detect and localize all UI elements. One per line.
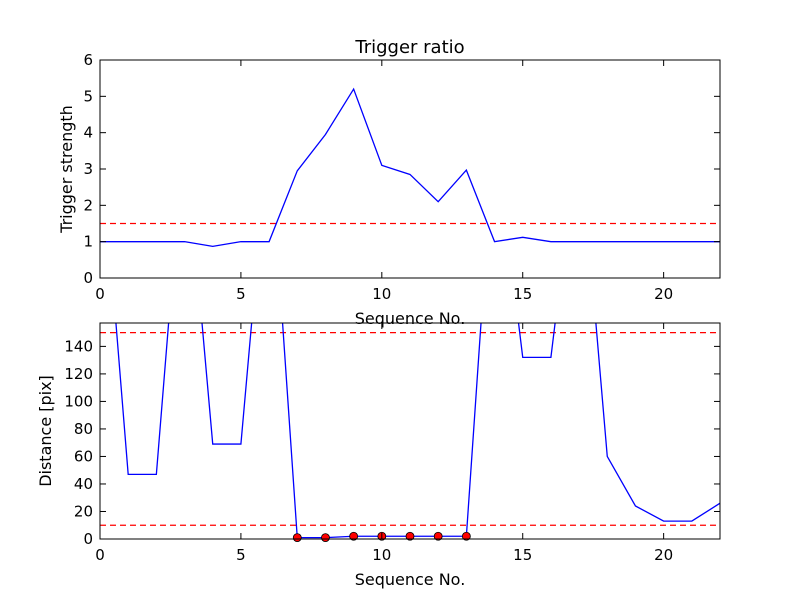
bottom-marker-point-1 bbox=[321, 533, 330, 543]
top-x-tick-label-1: 5 bbox=[236, 285, 246, 303]
bottom-marker-point-4 bbox=[405, 531, 415, 541]
bottom-y-tick-label-3: 60 bbox=[74, 447, 93, 465]
bottom-y-tick-label-7: 140 bbox=[64, 337, 93, 355]
top-y-tick-label-3: 3 bbox=[83, 160, 93, 178]
distance-plot: Sequence No. Distance [pix] 0 5 10 15 20 0 20… bbox=[36, 322, 721, 589]
bottom-plot-frame bbox=[99, 322, 721, 540]
bottom-x-ticks: 0 5 10 15 20 bbox=[95, 323, 673, 564]
top-x-tick-label-3: 15 bbox=[513, 285, 532, 303]
top-plot-frame bbox=[99, 59, 721, 279]
top-y-tick-label-2: 2 bbox=[83, 196, 93, 214]
bottom-x-axis-label: Sequence No. bbox=[355, 570, 466, 589]
top-series-group bbox=[100, 87, 720, 248]
top-y-tick-label-5: 5 bbox=[83, 87, 93, 105]
bottom-marker-point-5 bbox=[433, 531, 443, 541]
top-x-tick-label-0: 0 bbox=[95, 285, 105, 303]
bottom-x-tick-label-3: 15 bbox=[513, 546, 532, 564]
bottom-y-tick-label-5: 100 bbox=[64, 392, 93, 410]
top-chart-title: Trigger ratio bbox=[354, 37, 464, 58]
bottom-x-tick-label-1: 5 bbox=[236, 546, 246, 564]
bottom-marker-group bbox=[292, 531, 471, 543]
top-y-tick-label-0: 0 bbox=[83, 269, 93, 287]
top-y-tick-label-4: 4 bbox=[83, 124, 93, 142]
bottom-y-tick-label-1: 20 bbox=[74, 502, 93, 520]
top-series-line-0 bbox=[100, 87, 720, 248]
bottom-x-tick-label-2: 10 bbox=[372, 546, 391, 564]
top-x-axis-label: Sequence No. bbox=[355, 309, 466, 328]
bottom-y-tick-label-6: 120 bbox=[64, 365, 93, 383]
top-y-tick-label-1: 1 bbox=[83, 233, 93, 251]
top-y-axis-label: Trigger strength bbox=[57, 105, 76, 234]
top-x-tick-label-4: 20 bbox=[654, 285, 673, 303]
bottom-y-tick-label-2: 40 bbox=[74, 475, 93, 493]
bottom-y-ticks: 0 20 40 60 80 100 120 140 bbox=[64, 337, 720, 548]
top-x-tick-label-2: 10 bbox=[372, 285, 391, 303]
bottom-y-tick-label-0: 0 bbox=[83, 530, 93, 548]
bottom-x-tick-label-4: 20 bbox=[654, 546, 673, 564]
bottom-marker-point-6 bbox=[461, 531, 471, 541]
bottom-x-tick-label-0: 0 bbox=[95, 546, 105, 564]
top-y-tick-label-6: 6 bbox=[83, 51, 93, 69]
trigger-ratio-plot: Trigger ratio Sequence No. Trigger stren… bbox=[57, 37, 721, 328]
top-x-ticks: 0 5 10 15 20 bbox=[95, 60, 673, 303]
bottom-marker-point-0 bbox=[292, 533, 302, 543]
bottom-y-axis-label: Distance [pix] bbox=[36, 375, 55, 487]
bottom-y-tick-label-4: 80 bbox=[74, 420, 93, 438]
bottom-marker-point-2 bbox=[349, 531, 359, 541]
